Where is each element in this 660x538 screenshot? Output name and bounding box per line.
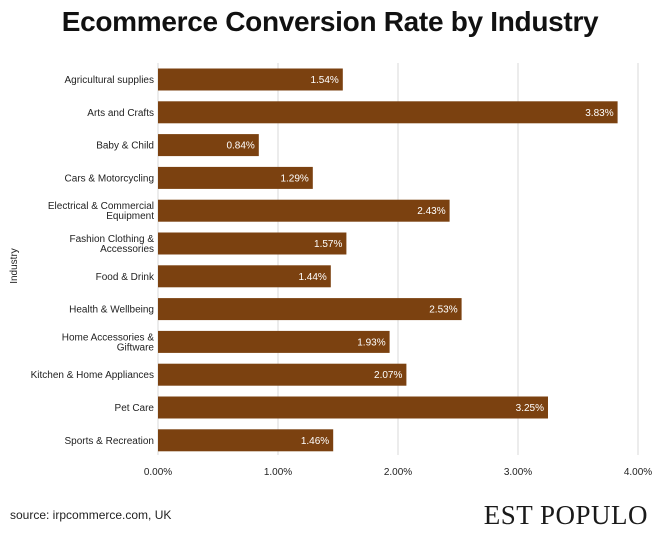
category-label-4-line-0: Electrical & Commercial: [48, 201, 154, 212]
bar-5: [158, 232, 347, 255]
bar-value-label-1: 3.83%: [585, 108, 613, 119]
x-tick-label-1: 1.00%: [264, 467, 292, 478]
category-label-2: Baby & Child: [96, 141, 154, 152]
category-label-6: Food & Drink: [96, 272, 155, 283]
bar-value-label-11: 1.46%: [301, 436, 329, 447]
bar-9: [158, 363, 407, 386]
category-label-5-line-1: Accessories: [100, 244, 154, 255]
category-label-1: Arts and Crafts: [87, 108, 154, 119]
category-label-0: Agricultural supplies: [65, 75, 155, 86]
category-label-5-line-0: Fashion Clothing &: [70, 234, 155, 245]
bar-2: [158, 134, 259, 157]
bar-6: [158, 265, 331, 288]
bar-0: [158, 68, 343, 91]
bar-value-label-2: 0.84%: [226, 141, 254, 152]
bar-value-label-5: 1.57%: [314, 239, 342, 250]
x-tick-label-3: 3.00%: [504, 467, 532, 478]
bar-1: [158, 101, 618, 124]
category-label-11: Sports & Recreation: [65, 436, 155, 447]
bar-10: [158, 396, 548, 419]
bar-value-label-6: 1.44%: [298, 272, 326, 283]
bar-11: [158, 429, 334, 452]
source-note: source: irpcommerce.com, UK: [10, 508, 172, 522]
bar-8: [158, 330, 390, 353]
x-tick-label-4: 4.00%: [624, 467, 652, 478]
x-tick-label-0: 0.00%: [144, 467, 172, 478]
brand-logo: EST POPULO: [483, 500, 648, 530]
category-label-10: Pet Care: [115, 403, 155, 414]
y-axis-label: Industry: [9, 248, 20, 284]
category-labels: Agricultural supplies Arts and Crafts Baby…: [31, 75, 155, 447]
category-label-3: Cars & Motorcycling: [65, 173, 154, 184]
bar-7: [158, 298, 462, 321]
category-label-9: Kitchen & Home Appliances: [31, 370, 154, 381]
category-label-8-line-0: Home Accessories &: [62, 332, 155, 343]
x-tick-label-2: 2.00%: [384, 467, 412, 478]
bar-value-label-9: 2.07%: [374, 370, 402, 381]
bar-value-label-10: 3.25%: [516, 403, 544, 414]
bar-4: [158, 199, 450, 222]
x-axis-ticks: 0.00% 1.00% 2.00% 3.00% 4.00%: [144, 467, 652, 478]
category-label-4-line-1: Equipment: [106, 211, 154, 222]
bar-value-label-3: 1.29%: [280, 173, 308, 184]
bar-value-label-0: 1.54%: [310, 75, 338, 86]
chart-title: Ecommerce Conversion Rate by Industry: [61, 6, 599, 37]
bar-value-label-8: 1.93%: [357, 337, 385, 348]
bars: 1.54% 3.83% 0.84% 1.29% 2.43% 1.57% 1.44% 2.53%…: [158, 68, 618, 452]
gridlines: [157, 63, 639, 455]
category-label-7: Health & Wellbeing: [69, 305, 154, 316]
bar-value-label-4: 2.43%: [417, 206, 445, 217]
category-label-8-line-1: Giftware: [117, 342, 155, 353]
bar-value-label-7: 2.53%: [429, 305, 457, 316]
bar-3: [158, 166, 313, 189]
